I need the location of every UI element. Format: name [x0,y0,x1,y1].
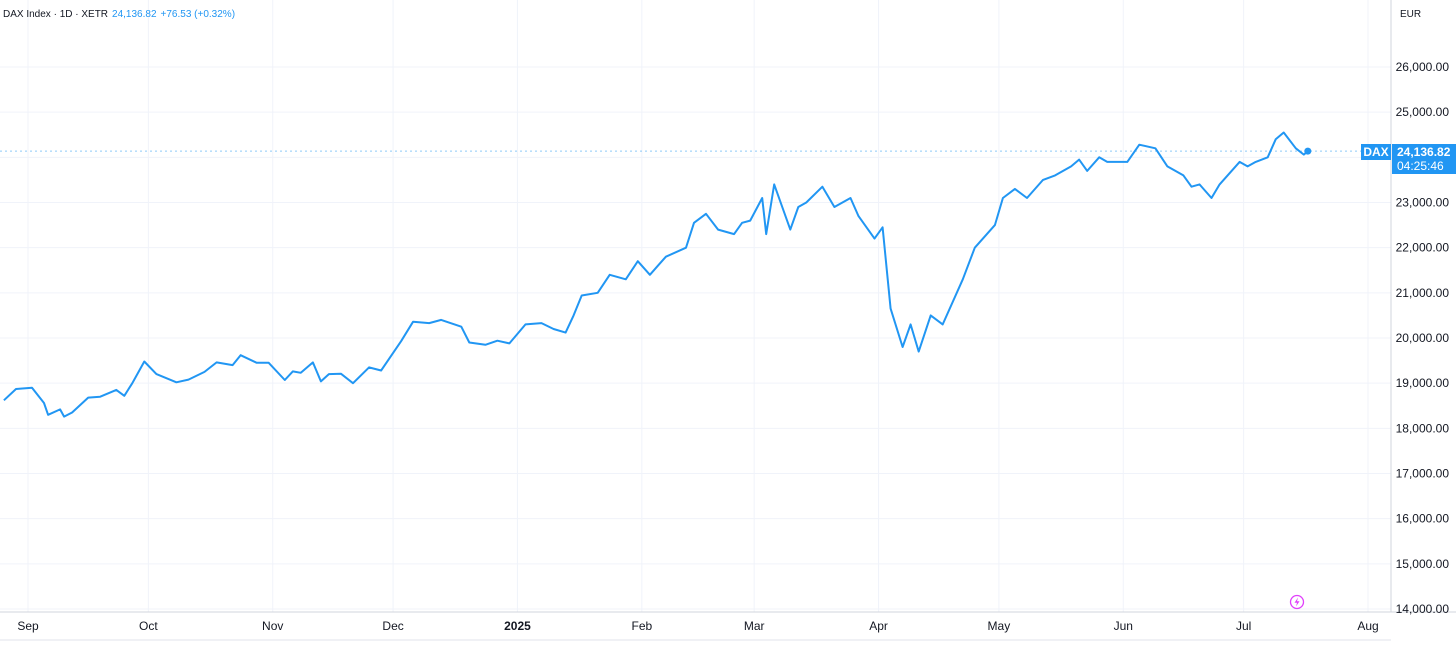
x-tick-label: Apr [869,619,888,633]
y-tick-label: 16,000.00 [1396,512,1450,526]
header-last-price: 24,136.82 [112,9,157,20]
grid [0,0,1391,612]
y-tick-label: 17,000.00 [1396,467,1450,481]
x-tick-label: Aug [1357,619,1378,633]
x-tick-label: Sep [17,619,39,633]
y-tick-label: 19,000.00 [1396,376,1450,390]
x-tick-label: Mar [744,619,765,633]
price-badge: 24,136.82 04:25:46 [1392,144,1456,174]
y-tick-label: 18,000.00 [1396,421,1450,435]
x-tick-label: Oct [139,619,158,633]
y-tick-label: 21,000.00 [1396,286,1450,300]
y-tick-label: 15,000.00 [1396,557,1450,571]
chart-header[interactable]: DAX Index · 1D · XETR 24,136.82 +76.53 (+0… [3,9,235,20]
x-tick-label: May [988,619,1011,633]
header-change: +76.53 (+0.32%) [160,9,236,20]
y-tick-label: 25,000.00 [1396,105,1450,119]
x-tick-label: Feb [631,619,652,633]
symbol-label[interactable]: DAX Index · 1D · XETR [3,9,109,20]
y-axis-ticks: 26,000.0025,000.0024,000.0023,000.0022,0… [1396,60,1450,616]
x-tick-label: 2025 [504,619,531,633]
x-tick-label: Jun [1114,619,1133,633]
y-tick-label: 26,000.00 [1396,60,1450,74]
y-tick-label: 23,000.00 [1396,196,1450,210]
price-badge-countdown: 04:25:46 [1397,159,1444,173]
lightning-icon[interactable] [1289,594,1305,610]
x-tick-label: Nov [262,619,283,633]
series-line [3,131,1309,418]
y-tick-label: 20,000.00 [1396,331,1450,345]
x-tick-label: Jul [1236,619,1251,633]
last-point-marker [1304,147,1312,155]
currency-label[interactable]: EUR [1400,9,1422,20]
symbol-badge: DAX [1361,144,1391,160]
x-tick-label: Dec [382,619,403,633]
x-axis-ticks: Sep Oct Nov Dec 2025 Feb Mar Apr May Jun Jul Aug [17,619,1378,633]
y-tick-label: 14,000.00 [1396,602,1450,616]
price-badge-value: 24,136.82 [1397,145,1451,159]
y-tick-label: 22,000.00 [1396,241,1450,255]
series-layer [3,131,1312,418]
